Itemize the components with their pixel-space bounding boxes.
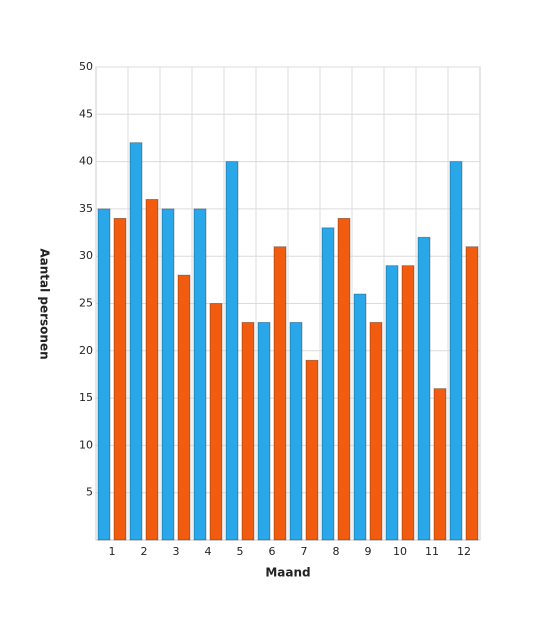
bar <box>113 217 127 541</box>
bar <box>161 208 175 541</box>
x-tick-label: 6 <box>269 545 276 558</box>
x-tick-label: 1 <box>109 545 116 558</box>
y-tick-label: 25 <box>79 297 93 310</box>
x-tick-label: 11 <box>425 545 439 558</box>
bar <box>129 142 143 541</box>
x-tick-label: 9 <box>365 545 372 558</box>
y-tick-label: 20 <box>79 344 93 357</box>
x-tick-label: 7 <box>301 545 308 558</box>
x-axis-title: Maand <box>265 566 310 580</box>
bar <box>337 217 351 541</box>
bar <box>305 359 319 541</box>
bar <box>289 322 303 541</box>
y-tick-label: 30 <box>79 249 93 262</box>
bar <box>241 322 255 541</box>
y-tick-label: 5 <box>86 486 93 499</box>
bar <box>145 199 159 541</box>
x-tick-label: 10 <box>393 545 407 558</box>
bar <box>385 265 399 541</box>
y-tick-label: 35 <box>79 202 93 215</box>
bar <box>369 322 383 541</box>
bar <box>401 265 415 541</box>
bar <box>417 236 431 541</box>
bar <box>353 293 367 541</box>
bar <box>321 227 335 541</box>
bar <box>225 161 239 541</box>
y-tick-label: 15 <box>79 391 93 404</box>
bar <box>193 208 207 541</box>
y-tick-label: 10 <box>79 438 93 451</box>
x-tick-label: 8 <box>333 545 340 558</box>
x-tick-label: 12 <box>457 545 471 558</box>
x-tick-label: 4 <box>205 545 212 558</box>
x-tick-label: 5 <box>237 545 244 558</box>
y-axis-title: Aantal personen <box>38 248 52 359</box>
bar <box>177 274 191 541</box>
y-tick-label: 50 <box>79 60 93 73</box>
y-tick-label: 40 <box>79 155 93 168</box>
bar <box>273 246 287 541</box>
bar <box>209 303 223 541</box>
x-tick-label: 2 <box>141 545 148 558</box>
x-tick-label: 3 <box>173 545 180 558</box>
bar <box>257 322 271 541</box>
bar <box>433 388 447 541</box>
bar <box>97 208 111 541</box>
bar <box>449 161 463 541</box>
y-tick-label: 45 <box>79 107 93 120</box>
bar <box>465 246 479 541</box>
